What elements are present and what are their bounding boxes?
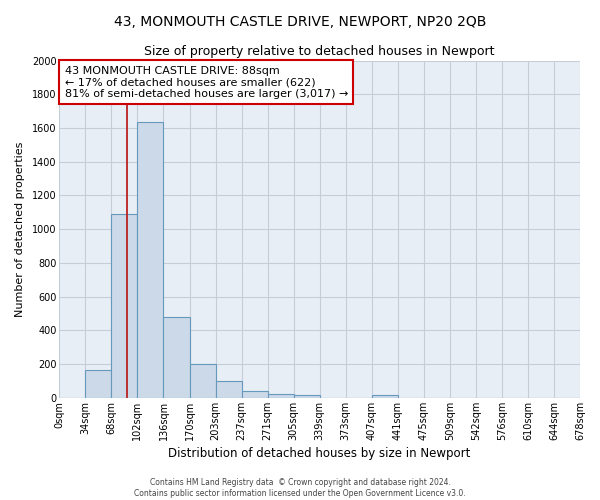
- Bar: [215, 381, 242, 398]
- Bar: [268, 394, 293, 398]
- Bar: [293, 396, 320, 398]
- Bar: [190, 364, 215, 398]
- X-axis label: Distribution of detached houses by size in Newport: Distribution of detached houses by size …: [169, 447, 471, 460]
- Bar: [85, 370, 112, 398]
- Text: 43 MONMOUTH CASTLE DRIVE: 88sqm
← 17% of detached houses are smaller (622)
81% o: 43 MONMOUTH CASTLE DRIVE: 88sqm ← 17% of…: [65, 66, 348, 99]
- Title: Size of property relative to detached houses in Newport: Size of property relative to detached ho…: [145, 45, 495, 58]
- Bar: [163, 317, 190, 398]
- Text: Contains HM Land Registry data  © Crown copyright and database right 2024.
Conta: Contains HM Land Registry data © Crown c…: [134, 478, 466, 498]
- Bar: [137, 122, 163, 398]
- Bar: [242, 391, 268, 398]
- Text: 43, MONMOUTH CASTLE DRIVE, NEWPORT, NP20 2QB: 43, MONMOUTH CASTLE DRIVE, NEWPORT, NP20…: [114, 15, 486, 29]
- Bar: [112, 214, 137, 398]
- Bar: [372, 395, 398, 398]
- Y-axis label: Number of detached properties: Number of detached properties: [15, 142, 25, 317]
